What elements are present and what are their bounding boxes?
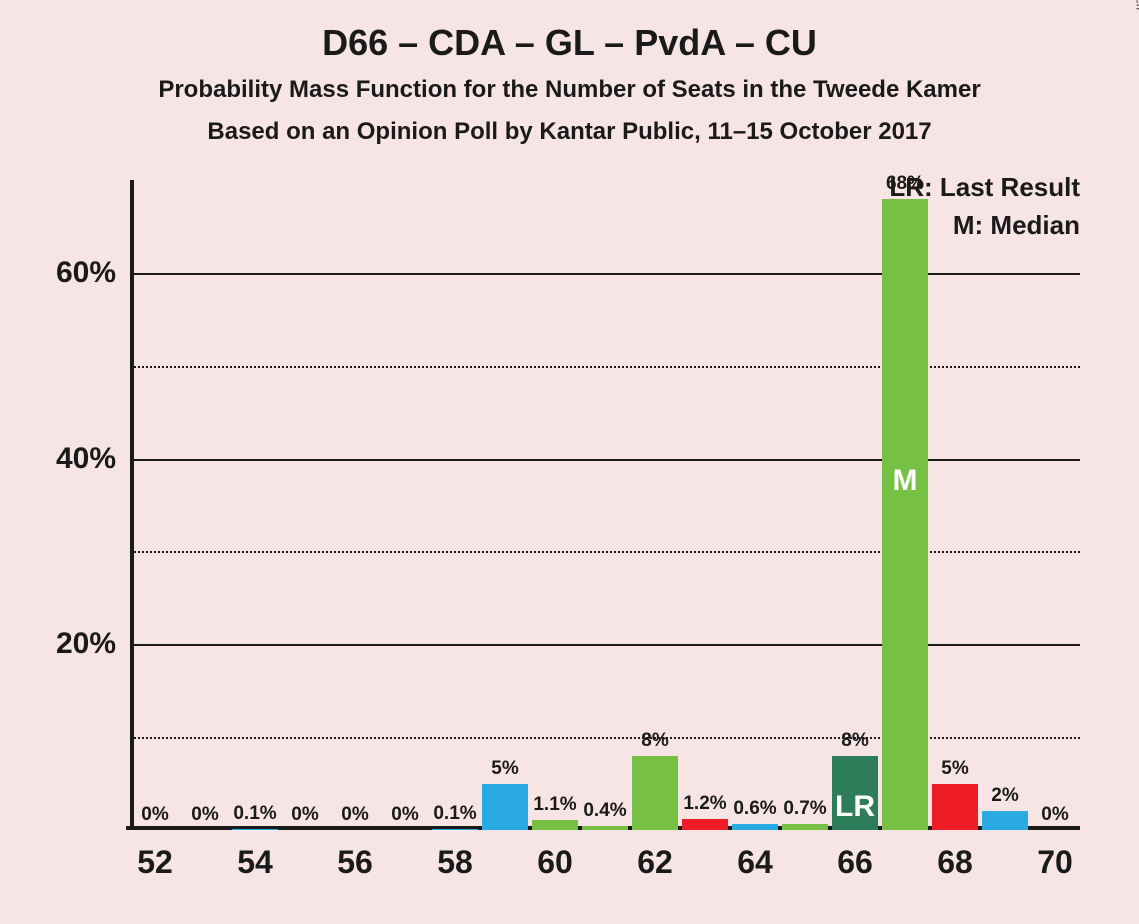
grid-major bbox=[130, 273, 1080, 275]
chart-subtitle-1: Probability Mass Function for the Number… bbox=[0, 76, 1139, 104]
bar: 8% bbox=[632, 756, 678, 830]
bar: 5% bbox=[482, 784, 528, 830]
bar-value-label: 5% bbox=[941, 758, 968, 784]
y-axis-line bbox=[130, 180, 134, 830]
x-tick-label: 58 bbox=[437, 830, 473, 881]
bar: 5% bbox=[932, 784, 978, 830]
x-tick-label: 62 bbox=[637, 830, 673, 881]
x-tick-label: 70 bbox=[1037, 830, 1073, 881]
bar-value-label: 8% bbox=[641, 730, 668, 756]
x-tick-label: 52 bbox=[137, 830, 173, 881]
bar-value-label: 0.7% bbox=[783, 798, 826, 824]
x-tick-label: 60 bbox=[537, 830, 573, 881]
plot-area: LR: Last Result M: Median 20%40%60%52545… bbox=[130, 180, 1080, 830]
x-tick-label: 64 bbox=[737, 830, 773, 881]
bar: 1.2% bbox=[682, 819, 728, 830]
bar-inner-label: LR bbox=[835, 790, 875, 824]
bar-value-label: 0.1% bbox=[433, 803, 476, 829]
x-tick-label: 54 bbox=[237, 830, 273, 881]
copyright-text: © 2020 Filip van Laenen bbox=[1133, 0, 1139, 10]
bar-value-label: 68% bbox=[886, 173, 924, 199]
bar: 0.4% bbox=[582, 826, 628, 830]
bar-value-label: 0.6% bbox=[733, 798, 776, 824]
y-tick-label: 60% bbox=[56, 256, 130, 290]
bar-value-label: 0% bbox=[1041, 804, 1068, 830]
bar-value-label: 0.1% bbox=[233, 803, 276, 829]
grid-major bbox=[130, 644, 1080, 646]
chart-subtitle-2: Based on an Opinion Poll by Kantar Publi… bbox=[0, 118, 1139, 146]
x-tick-label: 68 bbox=[937, 830, 973, 881]
y-tick-label: 20% bbox=[56, 627, 130, 661]
bar-value-label: 1.1% bbox=[533, 794, 576, 820]
grid-major bbox=[130, 459, 1080, 461]
y-tick-label: 40% bbox=[56, 442, 130, 476]
bar-value-label: 0% bbox=[141, 804, 168, 830]
bar-value-label: 0% bbox=[191, 804, 218, 830]
chart-container: D66 – CDA – GL – PvdA – CU Probability M… bbox=[0, 0, 1139, 924]
grid-minor bbox=[130, 366, 1080, 368]
bar-value-label: 2% bbox=[991, 785, 1018, 811]
bar-value-label: 0% bbox=[341, 804, 368, 830]
bar: 0.1% bbox=[232, 829, 278, 830]
grid-minor bbox=[130, 737, 1080, 739]
x-tick-label: 66 bbox=[837, 830, 873, 881]
bar-value-label: 0% bbox=[291, 804, 318, 830]
bar-value-label: 8% bbox=[841, 730, 868, 756]
legend-median: M: Median bbox=[953, 210, 1080, 241]
bar-value-label: 0% bbox=[391, 804, 418, 830]
bar: 8%LR bbox=[832, 756, 878, 830]
bar: 1.1% bbox=[532, 820, 578, 830]
bar-value-label: 5% bbox=[491, 758, 518, 784]
bar-value-label: 0.4% bbox=[583, 800, 626, 826]
bar: 0.7% bbox=[782, 824, 828, 831]
grid-minor bbox=[130, 551, 1080, 553]
bar-inner-label: M bbox=[893, 464, 918, 498]
bar: 68%M bbox=[882, 199, 928, 830]
bar: 0.6% bbox=[732, 824, 778, 830]
chart-title: D66 – CDA – GL – PvdA – CU bbox=[0, 22, 1139, 64]
bar: 2% bbox=[982, 811, 1028, 830]
bar: 0.1% bbox=[432, 829, 478, 830]
x-tick-label: 56 bbox=[337, 830, 373, 881]
bar-value-label: 1.2% bbox=[683, 793, 726, 819]
